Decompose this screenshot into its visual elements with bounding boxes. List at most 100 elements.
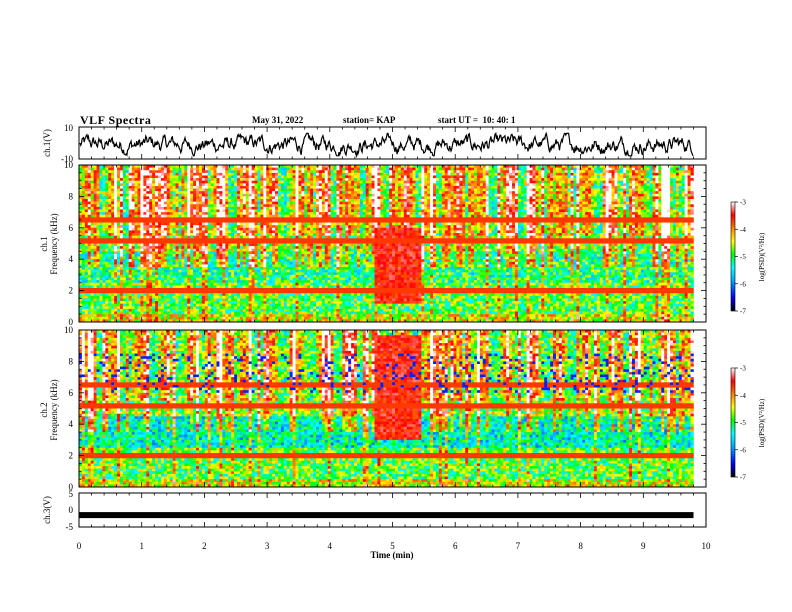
spectrogram-cell (117, 306, 121, 310)
spectrogram-cell (128, 233, 132, 236)
spectrogram-cell (178, 261, 182, 265)
spectrogram-cell (181, 209, 185, 213)
spectrogram-cell (307, 301, 311, 304)
spectrogram-cell (286, 293, 290, 297)
spectrogram-cell (146, 267, 150, 270)
spectrogram-cell (231, 193, 235, 197)
spectrogram-cell (237, 316, 241, 320)
spectrogram-cell (304, 165, 308, 168)
spectrogram-cell (134, 295, 138, 299)
spectrogram-cell (263, 269, 267, 273)
spectrogram-cell (289, 191, 293, 195)
spectrogram-cell (292, 165, 296, 168)
spectrogram-cell (193, 227, 197, 231)
spectrogram-cell (275, 165, 279, 168)
spectrogram-cell (96, 251, 100, 255)
spectrogram-cell (155, 167, 159, 171)
spectrogram-cell (222, 185, 226, 189)
spectrogram-cell (310, 170, 314, 174)
spectrogram-cell (251, 191, 255, 195)
spectrogram-cell (111, 204, 115, 208)
spectrogram-cell (87, 165, 92, 168)
spectrogram-cell (257, 293, 261, 297)
spectrogram-cell (245, 277, 250, 281)
spectrogram-cell (96, 230, 100, 234)
spectrogram-cell (266, 316, 270, 320)
spectrogram-cell (254, 212, 258, 216)
spectrogram-cell (277, 274, 282, 278)
spectrogram-cell (228, 287, 232, 291)
spectrogram-cell (87, 204, 92, 208)
spectrogram-cell (131, 178, 135, 181)
spectrogram-cell (131, 261, 135, 265)
spectrogram-cell (239, 253, 244, 257)
spectrogram-cell (301, 214, 305, 218)
spectrogram-cell (163, 235, 168, 239)
spectrogram-cell (248, 230, 252, 234)
spectrogram-cell (190, 170, 194, 174)
spectrogram-cell (190, 188, 194, 192)
spectrogram-cell (93, 267, 97, 270)
spectrogram-cell (163, 267, 168, 270)
spectrogram-cell (295, 251, 299, 255)
spectrogram-cell (122, 178, 127, 181)
spectrogram-cell (318, 277, 323, 281)
spectrogram-cell (187, 316, 191, 320)
spectrogram-cell (93, 261, 97, 265)
spectrogram-cell (169, 183, 173, 187)
spectrogram-cell (158, 230, 162, 234)
spectrogram-cell (111, 253, 115, 257)
spectrogram-cell (298, 193, 302, 197)
spectrogram-cell (140, 259, 144, 263)
station-label: station= KAP (343, 115, 395, 125)
spectrogram-cell (119, 191, 124, 195)
spectrogram-cell (187, 165, 191, 168)
spectrogram-cell (207, 243, 211, 247)
spectrogram-cell (140, 240, 144, 244)
spectrogram-cell (225, 314, 229, 318)
spectrogram-cell (166, 219, 171, 223)
spectrogram-cell (210, 272, 214, 276)
spectrogram-cell (143, 253, 147, 257)
spectrogram-cell (169, 251, 173, 255)
spectrogram-cell (283, 222, 288, 226)
spectrogram-cell (93, 251, 97, 255)
spectrogram-cell (155, 212, 159, 216)
spectrogram-cell (254, 165, 258, 168)
spectrogram-cell (242, 269, 247, 273)
spectrogram-cell (140, 287, 144, 291)
spectrogram-cell (134, 274, 138, 278)
spectrogram-cell (117, 222, 121, 226)
spectrogram-cell (277, 230, 282, 234)
spectrogram-cell (207, 170, 211, 174)
spectrogram-cell (239, 259, 244, 263)
spectrogram-cell (198, 303, 203, 307)
spectrogram-cell (304, 196, 308, 200)
spectrogram-cell (143, 227, 147, 231)
spectrogram-cell (245, 167, 250, 171)
spectrogram-cell (280, 269, 285, 273)
spectrogram-cell (152, 214, 156, 218)
spectrogram-cell (275, 178, 279, 181)
spectrogram-cell (298, 172, 302, 176)
spectrogram-cell (301, 277, 305, 281)
spectrogram-cell (313, 295, 317, 299)
spectrogram-cell (289, 170, 293, 174)
spectrogram-cell (149, 204, 153, 208)
spectrogram-cell (193, 298, 197, 302)
spectrogram-cell (155, 287, 159, 291)
spectrogram-cell (131, 306, 135, 310)
spectrogram-cell (81, 170, 86, 174)
spectrogram-cell (158, 175, 162, 179)
spectrogram-cell (239, 180, 244, 184)
spectrogram-cell (216, 316, 220, 320)
spectrogram-cell (166, 269, 171, 273)
spectrogram-cell (149, 214, 153, 218)
spectrogram-cell (248, 172, 252, 176)
spectrogram-cell (160, 204, 165, 208)
spectrogram-cell (137, 269, 141, 273)
spectrogram-cell (254, 243, 258, 247)
spectrogram-cell (219, 219, 223, 223)
spectrogram-cell (301, 314, 305, 318)
spectrogram-cell (283, 246, 288, 250)
